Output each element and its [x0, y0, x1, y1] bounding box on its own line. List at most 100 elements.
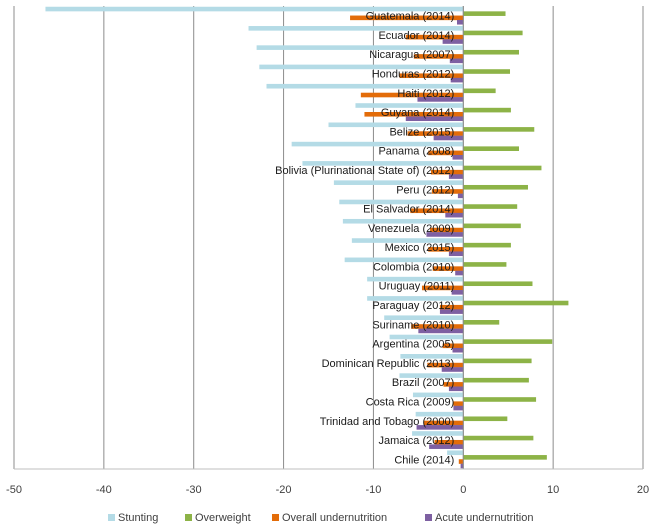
category-label-chile-2014: Chile (2014) — [394, 454, 454, 466]
bar-acute-undernutrition-nicaragua-2007 — [449, 58, 464, 64]
bar-stunting-suriname-2010 — [384, 315, 464, 321]
category-label-honduras-2012: Honduras (2012) — [372, 69, 455, 81]
bar-stunting-jamaica-2012 — [412, 431, 464, 436]
category-label-mexico-2015: Mexico (2015) — [385, 242, 455, 254]
bar-overweight-guyana-2014 — [463, 107, 511, 113]
bar-stunting-el-salvador-2014 — [339, 199, 464, 205]
legend-label-stunting: Stunting — [118, 512, 158, 524]
category-label-panama-2008: Panama (2008) — [378, 146, 454, 158]
bar-overall-undernutrition-trinidad-and-tobago-2000 — [423, 420, 464, 426]
bar-acute-undernutrition-uruguay-2011 — [451, 290, 464, 295]
bar-overall-undernutrition-nicaragua-2007 — [413, 54, 464, 59]
x-tick-label-20: 20 — [637, 484, 649, 496]
bar-stunting-peru-2012 — [333, 180, 464, 185]
category-label-bolivia-plurinational-state-of-2012: Bolivia (Plurinational State of) (2012) — [275, 165, 454, 177]
bar-overweight-guatemala-2014 — [463, 11, 506, 16]
bar-overweight-trinidad-and-tobago-2000 — [463, 416, 508, 422]
bar-overweight-honduras-2012 — [463, 69, 511, 74]
x-tick-label-0: 0 — [460, 484, 466, 496]
bar-overall-undernutrition-uruguay-2011 — [421, 285, 464, 291]
bar-overweight-venezuela-2009 — [463, 223, 521, 229]
bar-overall-undernutrition-suriname-2010 — [411, 324, 464, 329]
bar-acute-undernutrition-suriname-2010 — [418, 328, 464, 334]
bar-stunting-haiti-2012 — [266, 83, 464, 89]
legend-label-overweight: Overweight — [195, 512, 251, 524]
bar-overweight-paraguay-2012 — [463, 300, 569, 306]
bar-acute-undernutrition-paraguay-2012 — [439, 309, 464, 314]
legend-label-overall-undernutrition: Overall undernutrition — [282, 512, 387, 524]
bar-overall-undernutrition-guatemala-2014 — [350, 15, 464, 21]
bar-overweight-belize-2015 — [463, 127, 535, 132]
bar-overall-undernutrition-paraguay-2012 — [439, 304, 464, 310]
bar-acute-undernutrition-chile-2014 — [460, 463, 464, 469]
bar-acute-undernutrition-jamaica-2012 — [429, 444, 464, 449]
bar-acute-undernutrition-trinidad-and-tobago-2000 — [416, 425, 464, 430]
category-label-brazil-2007: Brazil (2007) — [392, 377, 454, 389]
x-tick-label-30: -30 — [186, 484, 202, 496]
legend-swatch-acute-undernutrition — [425, 514, 432, 521]
bar-overall-undernutrition-chile-2014 — [458, 459, 464, 464]
bar-stunting-colombia-2010 — [344, 257, 464, 263]
legend: Stunting Overweight Overall undernutrition… — [108, 512, 533, 524]
grid-lines — [13, 6, 644, 469]
bar-stunting-honduras-2012 — [259, 64, 464, 70]
bar-overall-undernutrition-honduras-2012 — [399, 73, 464, 79]
bar-overall-undernutrition-colombia-2010 — [432, 266, 464, 271]
category-label-venezuela-2009: Venezuela (2009) — [368, 223, 454, 235]
bar-stunting-paraguay-2012 — [367, 296, 464, 301]
x-tick-label-40: -40 — [96, 484, 112, 496]
bar-overall-undernutrition-haiti-2012 — [360, 92, 464, 98]
x-tick-label-20: -20 — [276, 484, 292, 496]
bar-stunting-uruguay-2011 — [367, 276, 464, 282]
bar-overall-undernutrition-jamaica-2012 — [434, 439, 464, 445]
category-label-haiti-2012: Haiti (2012) — [397, 88, 454, 100]
bar-overall-undernutrition-brazil-2007 — [443, 382, 464, 387]
bar-stunting-chile-2014 — [447, 450, 464, 456]
bar-stunting-belize-2015 — [328, 122, 464, 128]
bar-overall-undernutrition-dominican-republic-2013 — [427, 362, 464, 368]
bar-overweight-nicaragua-2007 — [463, 49, 519, 55]
bars — [45, 6, 569, 469]
category-label-suriname-2010: Suriname (2010) — [372, 319, 454, 331]
bar-stunting-guatemala-2014 — [45, 6, 464, 12]
bar-stunting-costa-rica-2009 — [412, 392, 464, 398]
bar-overweight-peru-2012 — [463, 184, 528, 190]
bar-overall-undernutrition-bolivia-plurinational-state-of-2012 — [430, 169, 464, 175]
bar-overall-undernutrition-costa-rica-2009 — [453, 401, 464, 406]
bar-overall-undernutrition-argentina-2005 — [442, 343, 464, 349]
bar-stunting-bolivia-plurinational-state-of-2012 — [302, 161, 464, 166]
bar-overweight-argentina-2005 — [463, 339, 553, 344]
legend-label-acute-undernutrition: Acute undernutrition — [435, 512, 533, 524]
bar-acute-undernutrition-ecuador-2014 — [442, 39, 464, 44]
legend-swatch-stunting — [108, 514, 115, 521]
legend-swatch-overweight — [185, 514, 192, 521]
bar-overweight-haiti-2012 — [463, 88, 496, 94]
category-labels: Guatemala (2014) Ecuador (2014) Nicaragua … — [275, 11, 454, 467]
bar-stunting-guyana-2014 — [355, 103, 464, 108]
category-label-nicaragua-2007: Nicaragua (2007) — [369, 49, 454, 61]
bar-overall-undernutrition-mexico-2015 — [428, 247, 464, 252]
bar-acute-undernutrition-belize-2015 — [433, 135, 464, 141]
bar-overweight-bolivia-plurinational-state-of-2012 — [463, 165, 542, 171]
bar-stunting-trinidad-and-tobago-2000 — [415, 411, 464, 417]
bar-acute-undernutrition-brazil-2007 — [448, 386, 464, 392]
bar-stunting-panama-2008 — [291, 141, 464, 147]
bar-stunting-venezuela-2009 — [342, 218, 464, 224]
category-label-uruguay-2011: Uruguay (2011) — [379, 281, 455, 293]
bar-overweight-costa-rica-2009 — [463, 397, 537, 402]
bar-overweight-suriname-2010 — [463, 320, 500, 325]
category-label-paraguay-2012: Paraguay (2012) — [372, 300, 454, 312]
bar-stunting-mexico-2015 — [351, 238, 464, 243]
x-tick-label-10: 10 — [547, 484, 559, 496]
category-label-belize-2015: Belize (2015) — [389, 126, 454, 138]
bar-overweight-mexico-2015 — [463, 242, 511, 248]
bar-overweight-panama-2008 — [463, 146, 519, 151]
bar-overweight-brazil-2007 — [463, 377, 529, 383]
bar-overall-undernutrition-panama-2008 — [428, 150, 464, 156]
axes — [14, 6, 643, 470]
category-label-colombia-2010: Colombia (2010) — [373, 261, 454, 273]
category-label-costa-rica-2009: Costa Rica (2009) — [366, 396, 455, 408]
category-label-jamaica-2012: Jamaica (2012) — [378, 435, 454, 447]
